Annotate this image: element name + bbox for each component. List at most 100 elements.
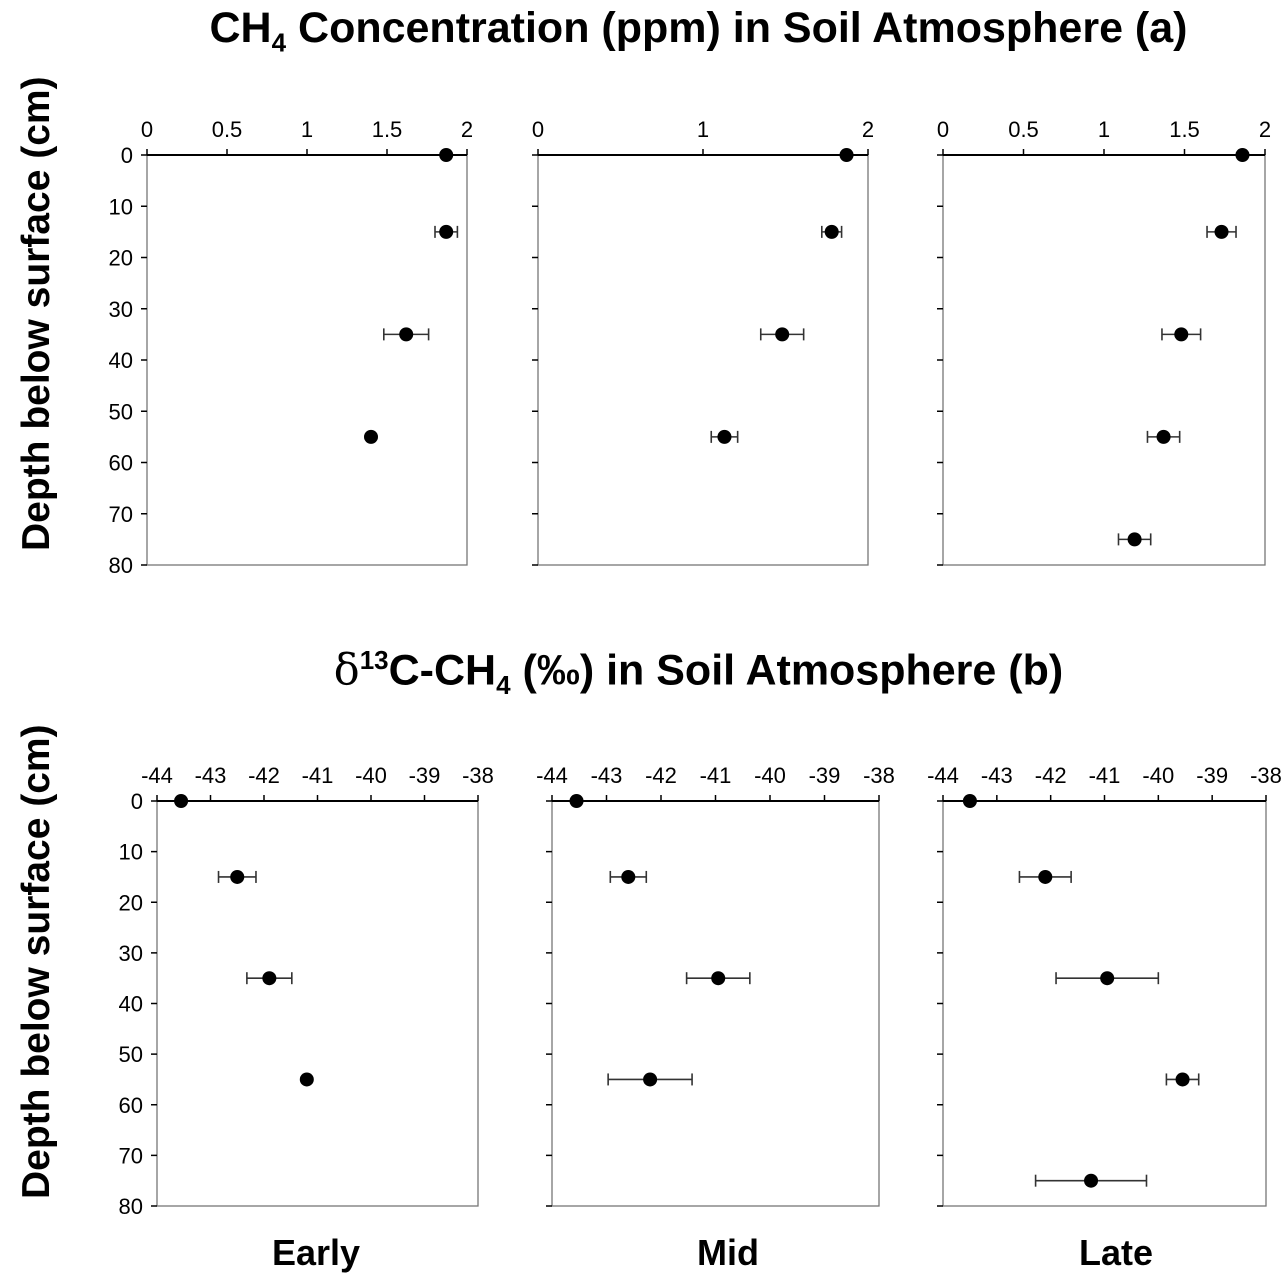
title-b-sub: 4 [496, 669, 511, 700]
a-late-data-point [1174, 327, 1189, 342]
b-early-data-point [230, 869, 245, 884]
a-mid-frame [537, 154, 869, 566]
b-mid-x-tick-label: -43 [591, 763, 623, 788]
a-late-data-point [1156, 429, 1171, 444]
a-mid-x-tick-label: 2 [862, 117, 874, 142]
b-early-x-tick-label: -41 [302, 763, 334, 788]
b-mid-x-tick-label: -42 [645, 763, 677, 788]
a-early-y-tick-label: 40 [109, 348, 133, 373]
a-early-x-tick-label: 2 [461, 117, 473, 142]
a-mid-x-tick-label: 1 [697, 117, 709, 142]
b-mid-data-point [621, 869, 636, 884]
b-late-x-tick-label: -38 [1250, 763, 1282, 788]
a-early-x-tick-label: 0 [141, 117, 153, 142]
title-b-tail: (‰) in Soil Atmosphere (b) [510, 646, 1064, 695]
b-early-y-tick-label: 0 [131, 789, 143, 814]
b-early-y-tick-label: 50 [119, 1042, 143, 1067]
a-early-y-tick-label: 80 [109, 553, 133, 578]
b-mid-data-point [643, 1072, 658, 1087]
b-early-data-point [299, 1072, 314, 1087]
b-early-y-tick-label: 70 [119, 1143, 143, 1168]
a-early-y-tick-label: 60 [109, 451, 133, 476]
b-early-y-tick-label: 20 [119, 890, 143, 915]
a-early-y-tick-label: 70 [109, 502, 133, 527]
period-label-early: Early [271, 1232, 361, 1273]
b-early-x-tick-label: -39 [409, 763, 441, 788]
b-early-x-tick-label: -44 [141, 763, 173, 788]
b-late-data-point [1100, 971, 1115, 986]
title-a: CH4 Concentration (ppm) in Soil Atmosphe… [56, 4, 1285, 59]
b-late-data-point [1175, 1072, 1190, 1087]
b-early-data-point [174, 794, 189, 808]
b-early-x-tick-label: -43 [195, 763, 227, 788]
title-a-sub: 4 [271, 27, 287, 58]
a-mid-x-tick-label: 0 [532, 117, 544, 142]
title-b-delta: δ [333, 645, 360, 696]
a-early-data-point [399, 327, 414, 342]
b-mid-frame [551, 800, 880, 1207]
b-late-x-tick-label: -39 [1196, 763, 1228, 788]
a-early-x-tick-label: 1.5 [372, 117, 403, 142]
b-mid-x-tick-label: -38 [863, 763, 895, 788]
b-early-x-tick-label: -38 [462, 763, 494, 788]
a-early-data-point [439, 224, 454, 239]
a-early-y-tick-label: 50 [109, 399, 133, 424]
a-early-data-point [364, 429, 378, 444]
b-early-y-tick-label: 30 [119, 941, 143, 966]
title-a-main: CH [209, 4, 272, 52]
b-early-x-tick-label: -42 [248, 763, 280, 788]
b-mid-x-tick-label: -44 [536, 763, 568, 788]
y-axis-label-a: Depth below surface (cm) [15, 76, 58, 551]
b-early-y-tick-label: 40 [119, 992, 143, 1017]
a-late-x-tick-label: 1.5 [1169, 117, 1200, 142]
a-mid-data-point [824, 224, 839, 239]
a-late-data-point [1214, 224, 1229, 239]
a-early-x-tick-label: 1 [301, 117, 313, 142]
period-label-mid: Mid [697, 1232, 759, 1273]
a-early-frame [146, 154, 468, 566]
a-early-y-tick-label: 20 [109, 246, 133, 271]
b-late-x-tick-label: -42 [1035, 763, 1067, 788]
title-b-rest: C-CH [388, 646, 497, 695]
a-late-x-tick-label: 0.5 [1008, 117, 1039, 142]
a-mid-data-point [717, 429, 732, 444]
title-a-rest: Concentration (ppm) in Soil Atmosphere (… [286, 4, 1188, 52]
b-early-x-tick-label: -40 [355, 763, 387, 788]
a-early-y-tick-label: 0 [121, 143, 133, 168]
a-late-data-point [1127, 532, 1142, 547]
a-late-data-point [1235, 148, 1250, 162]
b-early-y-tick-label: 60 [119, 1093, 143, 1118]
title-b-sup: 13 [359, 645, 389, 675]
a-early-data-point [439, 148, 454, 162]
a-late-x-tick-label: 0 [937, 117, 949, 142]
b-early-y-tick-label: 80 [119, 1194, 143, 1219]
a-early-x-tick-label: 0.5 [212, 117, 243, 142]
a-early-y-tick-label: 10 [109, 194, 133, 219]
b-mid-x-tick-label: -41 [700, 763, 732, 788]
b-late-frame [942, 800, 1267, 1207]
y-axis-label-b: Depth below surface (cm) [15, 724, 58, 1199]
b-mid-data-point [569, 794, 584, 808]
a-mid-data-point [839, 148, 854, 162]
b-late-x-tick-label: -44 [927, 763, 959, 788]
title-b: δ13C-CH4 (‰) in Soil Atmosphere (b) [56, 645, 1285, 701]
b-mid-x-tick-label: -40 [754, 763, 786, 788]
b-late-data-point [1084, 1173, 1099, 1188]
b-late-data-point [1038, 869, 1053, 884]
b-early-frame [156, 800, 479, 1207]
b-late-x-tick-label: -43 [981, 763, 1013, 788]
a-late-frame [942, 154, 1266, 566]
b-mid-x-tick-label: -39 [809, 763, 841, 788]
b-early-data-point [262, 971, 277, 986]
a-mid-data-point [775, 327, 790, 342]
b-late-x-tick-label: -41 [1089, 763, 1121, 788]
b-mid-data-point [711, 971, 726, 986]
b-early-y-tick-label: 10 [119, 840, 143, 865]
a-early-y-tick-label: 30 [109, 297, 133, 322]
a-late-x-tick-label: 2 [1259, 117, 1271, 142]
b-late-data-point [962, 794, 977, 808]
a-late-x-tick-label: 1 [1098, 117, 1110, 142]
b-late-x-tick-label: -40 [1142, 763, 1174, 788]
period-label-late: Late [1078, 1232, 1154, 1273]
